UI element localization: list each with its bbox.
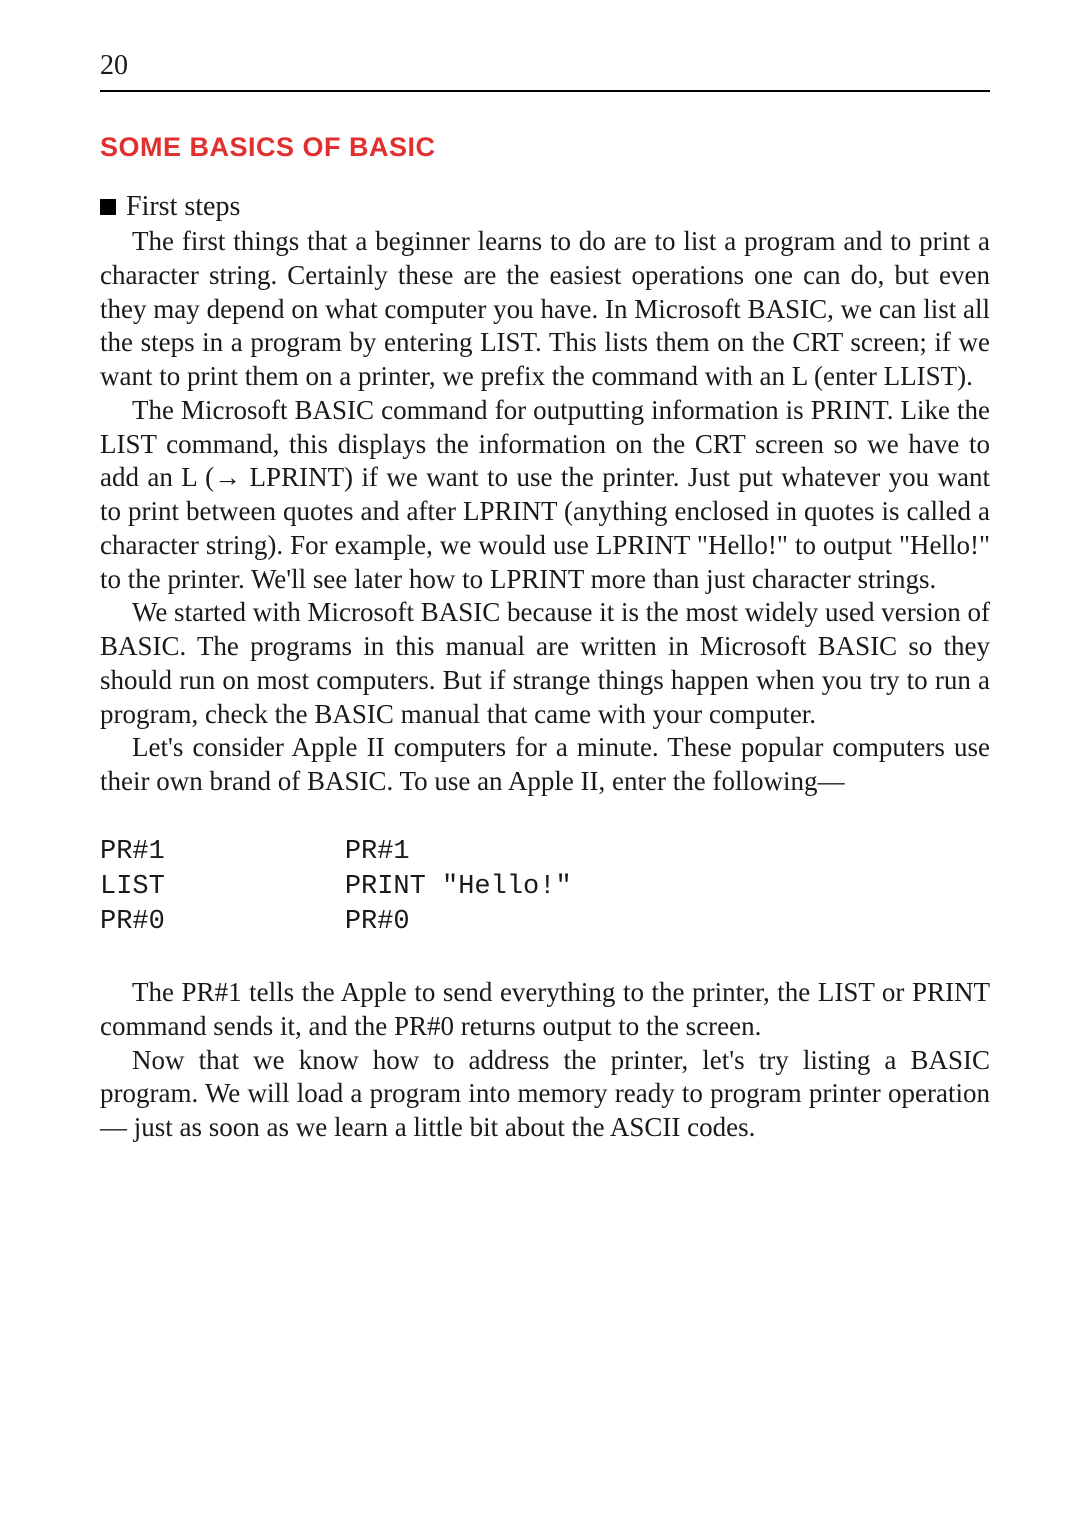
code-example: PR#1 LIST PR#0 PR#1 PRINT "Hello!" PR#0 [100, 835, 990, 940]
code-column-left: PR#1 LIST PR#0 [100, 835, 165, 940]
square-bullet-icon [100, 199, 116, 215]
subheading-first-steps: First steps [100, 191, 990, 223]
paragraph-6: Now that we know how to address the prin… [100, 1044, 990, 1145]
paragraph-1: The first things that a beginner learns … [100, 225, 990, 394]
paragraph-4: Let's consider Apple II computers for a … [100, 731, 990, 799]
subheading-text: First steps [126, 191, 240, 222]
paragraph-2: The Microsoft BASIC command for outputti… [100, 394, 990, 597]
code-column-right: PR#1 PRINT "Hello!" PR#0 [345, 835, 572, 940]
paragraph-5: The PR#1 tells the Apple to send everyth… [100, 976, 990, 1044]
page-number: 20 [100, 50, 990, 92]
paragraph-3: We started with Microsoft BASIC because … [100, 596, 990, 731]
section-title: SOME BASICS OF BASIC [100, 132, 990, 163]
